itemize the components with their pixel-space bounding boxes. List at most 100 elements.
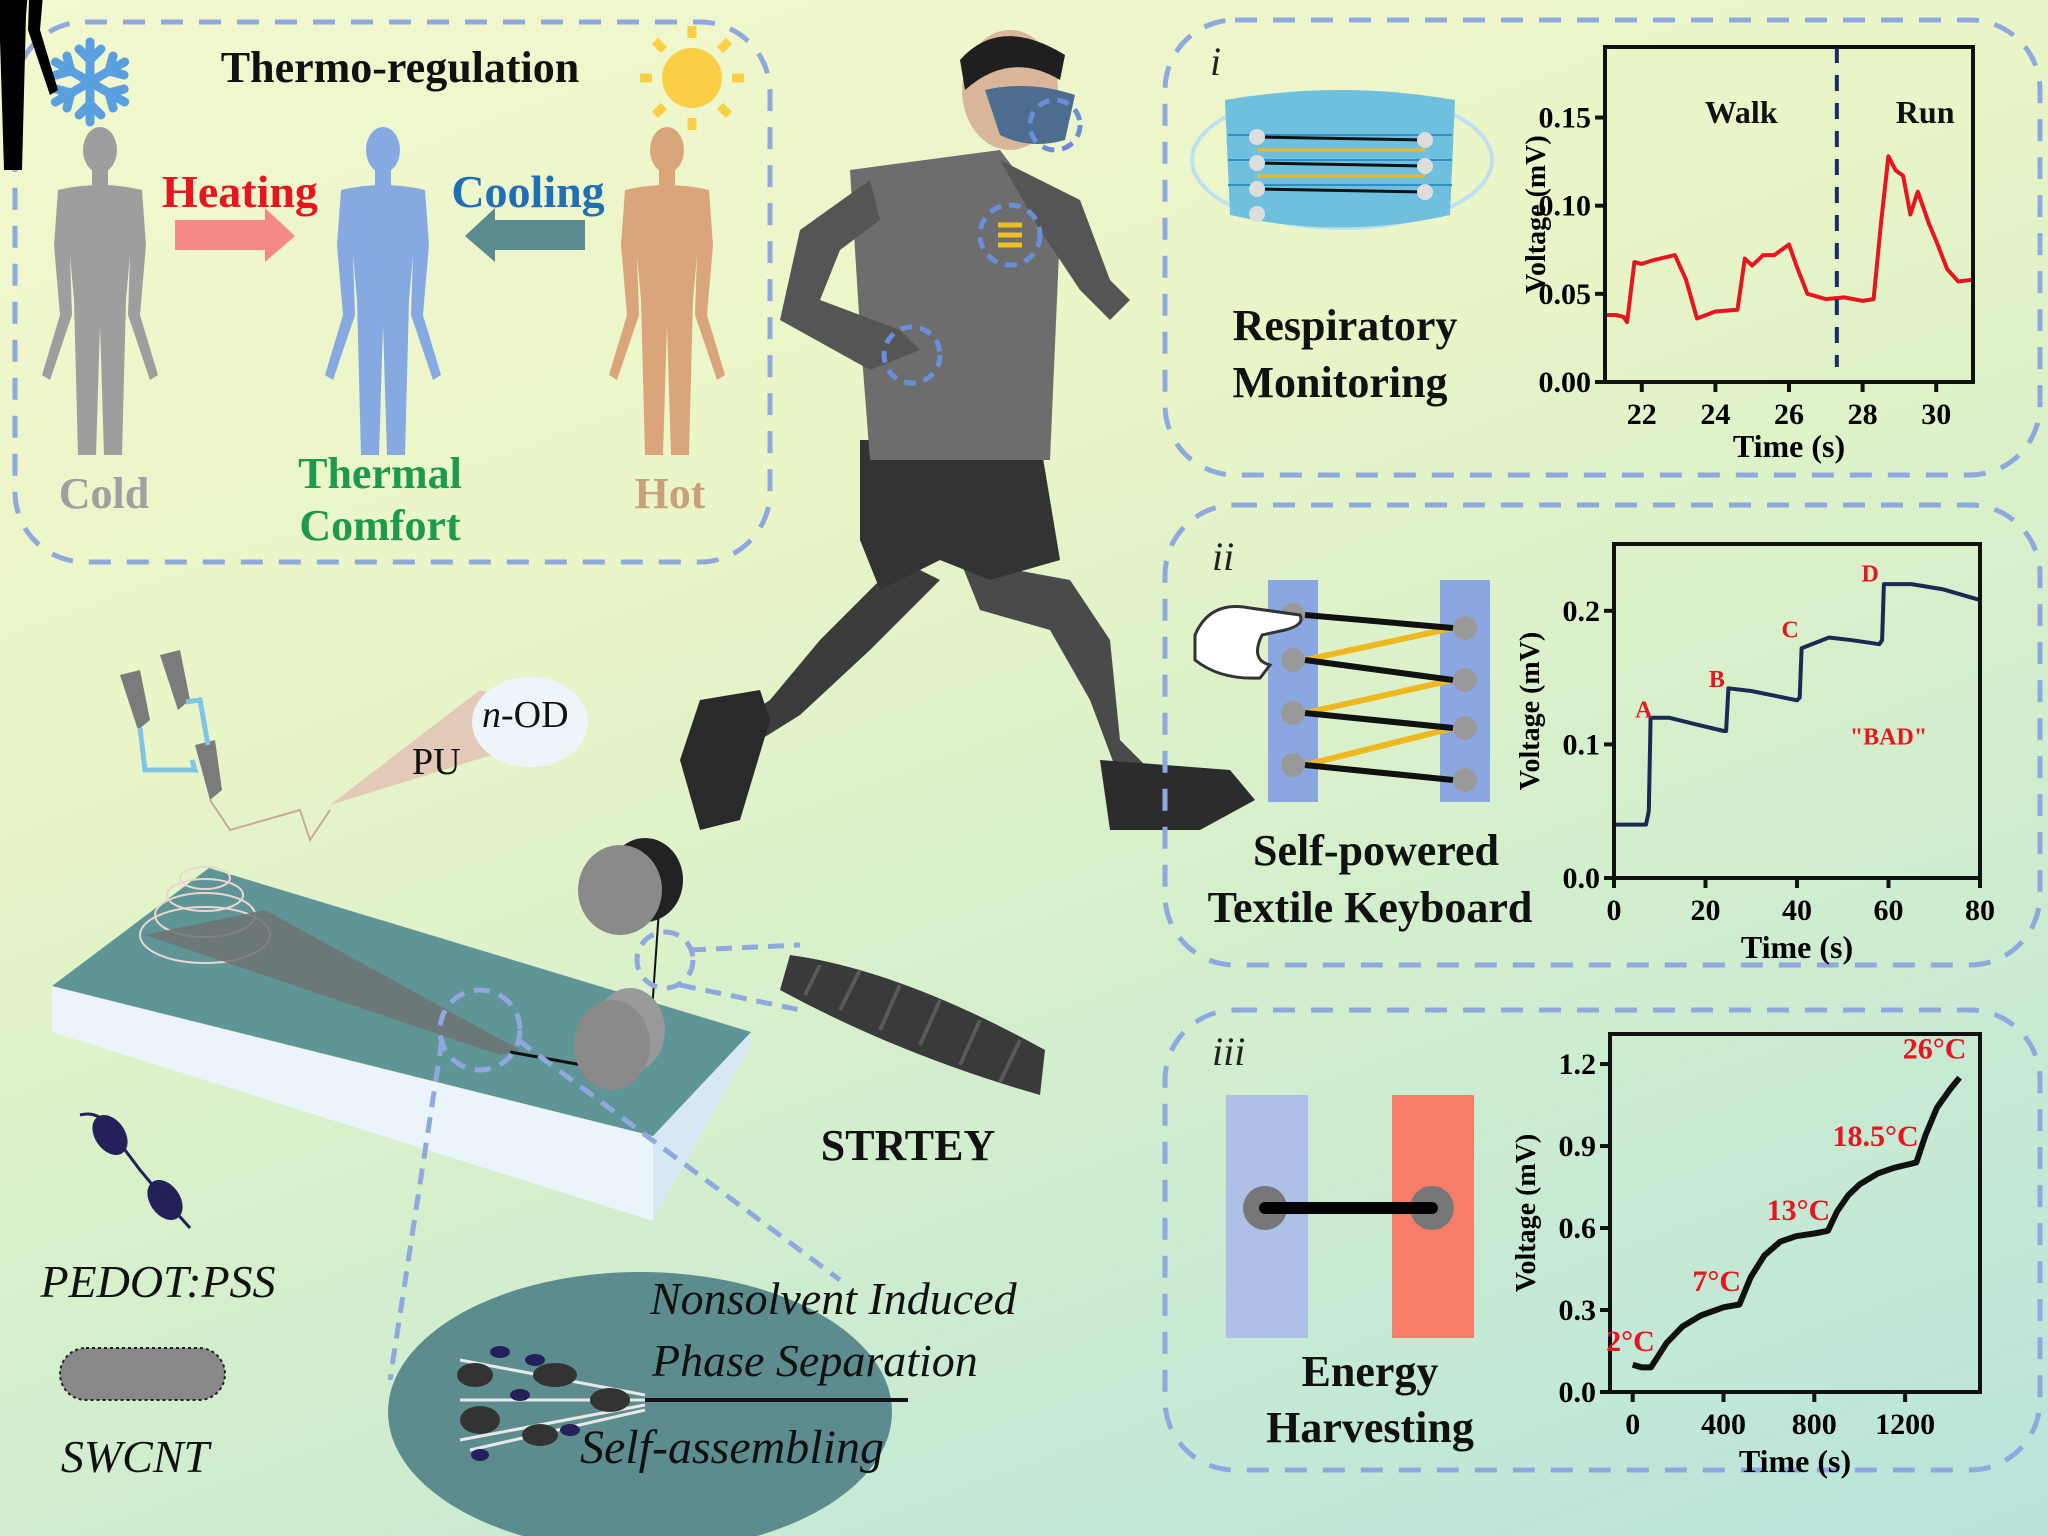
- chest-sensor-icon: [998, 222, 1022, 248]
- plot-frame: [1608, 1032, 1982, 1394]
- chart-annotation: 2°C: [1606, 1325, 1655, 1358]
- y-tick-label: 0.9: [1559, 1130, 1597, 1163]
- x-tick-label: 0: [1625, 1408, 1640, 1441]
- cooling-label: Cooling: [451, 166, 605, 217]
- y-tick-label: 0.2: [1563, 595, 1601, 628]
- self-assembly-ellipse: [388, 1272, 892, 1536]
- chart-annotation: D: [1862, 561, 1879, 587]
- x-tick-label: 22: [1627, 398, 1657, 431]
- chart-annotation: Run: [1896, 94, 1955, 130]
- nips-label-line1: Nonsolvent Induced: [650, 1273, 1017, 1324]
- thermoelectric-device-icon: [1226, 1095, 1474, 1338]
- panel-iii-label-line2: Harvesting: [1266, 1403, 1474, 1452]
- heating-label: Heating: [162, 166, 318, 217]
- y-tick-label: 0.3: [1559, 1294, 1597, 1327]
- panel-ii-border: [1162, 502, 2043, 968]
- chart-annotation: "BAD": [1850, 724, 1927, 750]
- chart-annotation: 7°C: [1692, 1265, 1741, 1298]
- spinning-nozzle-icon: [120, 650, 222, 800]
- x-tick-label: 24: [1700, 398, 1730, 431]
- chart-annotation: 18.5°C: [1832, 1120, 1918, 1153]
- thermo-title: Thermo-regulation: [220, 43, 580, 92]
- coagulation-bath-front: [52, 986, 653, 1221]
- thermal-comfort-label-line2: Comfort: [299, 501, 461, 550]
- y-tick-label: 0.0: [1559, 1376, 1597, 1409]
- hot-label: Hot: [634, 469, 706, 518]
- panel-i-label-line2: Monitoring: [1232, 358, 1448, 407]
- x-axis-label: Time (s): [1741, 929, 1853, 965]
- self-assembly-detail: [457, 1346, 908, 1461]
- chart-annotation: B: [1709, 667, 1725, 693]
- panel-iii-numeral: iii: [1212, 1029, 1246, 1074]
- chart-annotation: C: [1781, 618, 1798, 644]
- y-tick-label: 0.15: [1539, 102, 1592, 135]
- heating-arrow-icon: [175, 208, 295, 262]
- x-tick-label: 400: [1701, 1408, 1746, 1441]
- strtey-yarn-icon: [780, 955, 1045, 1095]
- y-axis-label: Voltage (mV): [1515, 632, 1546, 790]
- y-tick-label: 0.0: [1563, 862, 1601, 895]
- y-tick-label: 0.10: [1539, 190, 1592, 223]
- panel-i-border: [1162, 17, 2043, 478]
- upper-roller: [578, 838, 683, 935]
- lower-roller: [574, 988, 665, 1090]
- swcnt-tube-icon: [59, 1347, 226, 1401]
- fiber-bundle: [145, 910, 520, 1055]
- strtey-label: STRTEY: [820, 1121, 996, 1170]
- thermo-panel-border: [12, 19, 773, 565]
- data-series-line: [1614, 582, 1981, 827]
- y-tick-label: 0.1: [1563, 728, 1601, 761]
- x-tick-label: 28: [1848, 398, 1878, 431]
- n-od-suffix: -OD: [501, 694, 569, 736]
- cooling-arrow-icon: [465, 208, 585, 262]
- chart-1: 22 24 26 28 30 0.00 0.05 0.10 0.15 Time (s) Voltag…: [1521, 45, 1975, 464]
- n-od-label: n-OD: [482, 693, 569, 737]
- y-tick-label: 0.00: [1539, 366, 1592, 399]
- x-axis-label: Time (s): [1739, 1443, 1851, 1479]
- wrist-sensor-highlight: [881, 324, 943, 386]
- zoom-connector-lines: [387, 929, 842, 1381]
- x-tick-label: 800: [1792, 1408, 1837, 1441]
- x-tick-label: 30: [1921, 398, 1951, 431]
- pu-label: PU: [412, 741, 461, 783]
- plot-frame: [1612, 542, 1982, 880]
- panel-ii-label-line1: Self-powered: [1252, 826, 1500, 875]
- panel-iii-border: [1162, 1007, 2043, 1473]
- runner-figure: [680, 30, 1255, 830]
- chart-annotation: 13°C: [1767, 1194, 1831, 1227]
- n-od-prefix: n: [482, 694, 501, 736]
- snowflake-icon: [50, 37, 130, 122]
- pointing-hand-icon: [1193, 605, 1303, 680]
- x-tick-label: 40: [1782, 894, 1812, 927]
- y-axis-label: Voltage (mV): [1521, 135, 1552, 293]
- x-tick-label: 1200: [1875, 1408, 1935, 1441]
- pedot-pss-label: PEDOT:PSS: [40, 1256, 276, 1307]
- panel-iii-label-line1: Energy: [1301, 1347, 1439, 1396]
- n-od-bubble: [472, 677, 588, 767]
- chest-sensor-highlight: [977, 202, 1043, 268]
- panel-ii-label-line2: Textile Keyboard: [1207, 883, 1533, 932]
- x-tick-label: 26: [1774, 398, 1804, 431]
- x-tick-label: 0: [1607, 894, 1622, 927]
- pedot-pss-molecule-icon: [79, 1112, 192, 1229]
- chart-3: 0 400 800 1200 0.0 0.3 0.6 0.9 1.2 Time (s) Voltag…: [1511, 1032, 1982, 1479]
- y-tick-label: 0.05: [1539, 278, 1592, 311]
- y-tick-label: 1.2: [1559, 1048, 1597, 1081]
- jet-path: [209, 799, 331, 843]
- chart-annotation: Walk: [1705, 94, 1778, 130]
- chart-2: 0 20 40 60 80 0.0 0.1 0.2 Time (s) Voltage (mV) A B…: [1515, 542, 1995, 965]
- x-tick-label: 60: [1874, 894, 1904, 927]
- chart-annotation: A: [1635, 698, 1653, 724]
- data-series-line: [1631, 1075, 1962, 1371]
- mask-sensor-highlight: [1027, 97, 1083, 153]
- data-series-line: [1605, 154, 1974, 325]
- chart-annotation: 26°C: [1903, 1033, 1967, 1066]
- y-tick-label: 0.6: [1559, 1212, 1597, 1245]
- thermal-comfort-label-line1: Thermal: [298, 449, 462, 498]
- self-assembling-label: Self-assembling: [580, 1421, 884, 1474]
